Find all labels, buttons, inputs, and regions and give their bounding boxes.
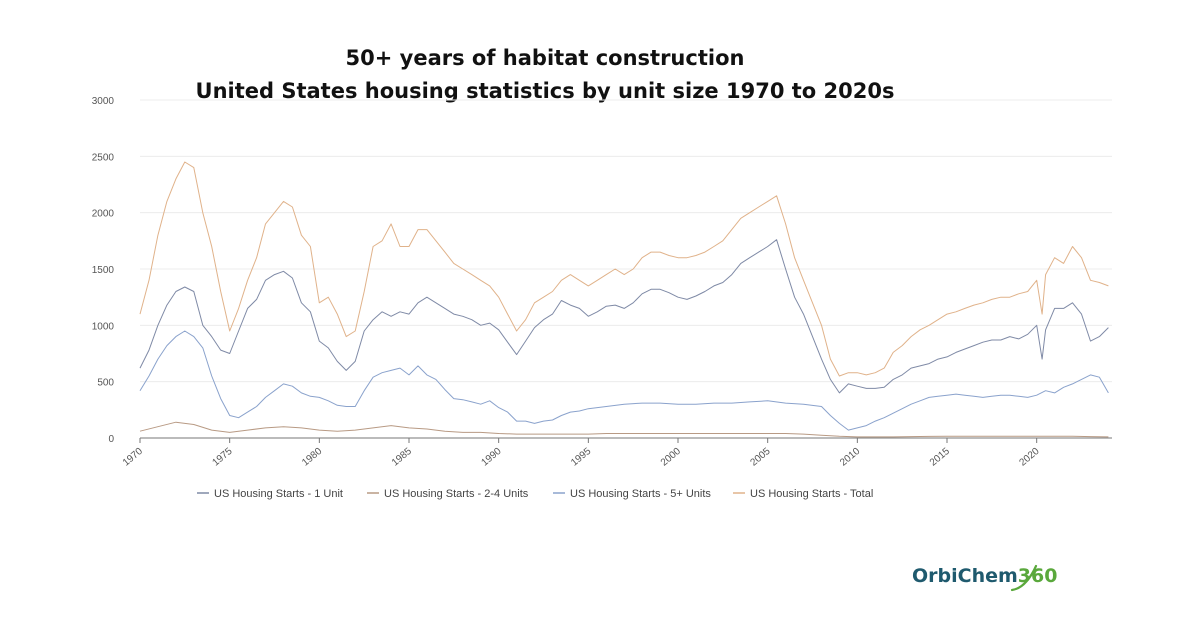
y-tick-label: 2000: [92, 209, 115, 220]
x-tick-label: 1975: [210, 446, 234, 469]
plot-area: [139, 161, 1109, 438]
series-line-0: [139, 239, 1109, 394]
y-axis-ticks: 0 500 1000 1500 2000 2500 3000: [92, 96, 115, 445]
legend-item-label: US Housing Starts - Total: [750, 488, 873, 500]
x-tick-label: 1985: [390, 446, 414, 469]
grid-lines: [140, 99, 1112, 383]
chart-subtitle: United States housing statistics by unit…: [196, 79, 895, 103]
x-tick-label: 1980: [300, 446, 324, 469]
legend-item-label: US Housing Starts - 2-4 Units: [384, 488, 529, 500]
logo-text-orbichem: OrbiChem: [912, 565, 1018, 587]
y-tick-label: 3000: [92, 96, 115, 107]
legend-item-label: US Housing Starts - 5+ Units: [570, 488, 711, 500]
legend-item-label: US Housing Starts - 1 Unit: [214, 488, 343, 500]
chart-title: 50+ years of habitat construction: [346, 46, 745, 70]
x-tick-label: 1990: [479, 446, 503, 469]
series-line-2: [139, 330, 1109, 431]
orbichem360-logo: OrbiChem360: [912, 564, 1057, 592]
y-tick-label: 1000: [92, 321, 115, 332]
x-tick-label: 2005: [748, 446, 772, 469]
x-tick-label: 2000: [659, 446, 683, 469]
y-tick-label: 1500: [92, 265, 115, 276]
logo-swoosh-icon: [1010, 564, 1038, 592]
y-tick-label: 2500: [92, 152, 115, 163]
x-axis-ticks: 1970 1975 1980 1985 1990 1995 2000 2005 2010 2015…: [121, 438, 1042, 469]
svg-text:OrbiChem360: OrbiChem360: [912, 565, 1057, 587]
y-tick-label: 500: [97, 378, 114, 389]
x-tick-label: 1995: [569, 446, 593, 469]
series-line-1: [139, 421, 1109, 438]
series-line-3: [139, 161, 1109, 377]
x-tick-label: 2010: [838, 446, 862, 469]
y-tick-label: 0: [108, 434, 114, 445]
x-tick-label: 1970: [121, 446, 145, 469]
x-tick-label: 2020: [1017, 446, 1041, 469]
x-tick-label: 2015: [928, 446, 952, 469]
legend: US Housing Starts - 1 Unit US Housing Sta…: [197, 488, 873, 500]
